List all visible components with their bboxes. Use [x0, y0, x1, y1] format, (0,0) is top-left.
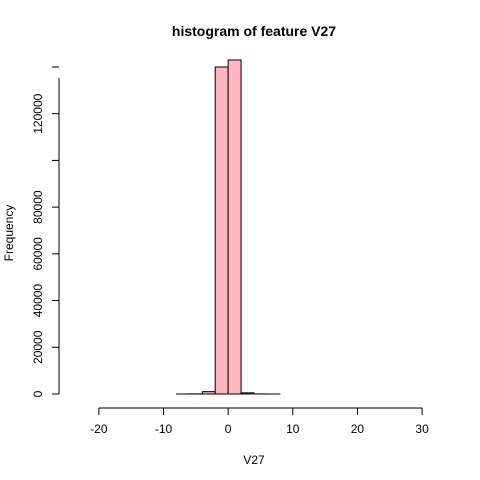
histogram-bar [201, 391, 216, 395]
x-axis: -20 -10 0 10 20 30 [90, 407, 429, 436]
histogram-bar [214, 66, 229, 395]
y-axis-label: Frequency [2, 205, 16, 262]
x-tick-label: -10 [155, 422, 173, 436]
x-tick-label: -20 [90, 422, 108, 436]
y-tick-label: 40000 [31, 284, 45, 318]
x-tick-label: 30 [415, 422, 429, 436]
histogram-bar [240, 392, 255, 395]
histogram-bar [227, 59, 242, 395]
y-tick-label: 60000 [31, 237, 45, 271]
chart-title: histogram of feature V27 [172, 23, 336, 39]
x-axis-label: V27 [243, 453, 265, 467]
y-tick-label: 120000 [31, 93, 45, 133]
y-tick-label: 80000 [31, 190, 45, 224]
y-tick-label: 20000 [31, 330, 45, 364]
x-tick-label: 0 [225, 422, 232, 436]
x-tick-label: 20 [351, 422, 365, 436]
y-tick-label: 0 [31, 390, 45, 397]
histogram-bars [175, 59, 281, 395]
x-tick-label: 10 [286, 422, 300, 436]
y-axis: 0 20000 40000 60000 80000 120000 [31, 66, 60, 397]
